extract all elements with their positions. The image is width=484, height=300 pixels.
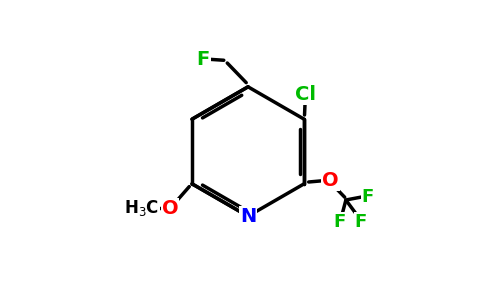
Text: O: O <box>162 199 179 218</box>
Text: H$_3$C: H$_3$C <box>123 198 159 218</box>
Text: F: F <box>334 213 346 231</box>
Text: F: F <box>362 188 374 206</box>
Text: N: N <box>240 207 256 226</box>
Text: F: F <box>197 50 210 69</box>
Text: Cl: Cl <box>295 85 316 104</box>
Text: F: F <box>355 213 367 231</box>
Text: O: O <box>322 171 339 190</box>
